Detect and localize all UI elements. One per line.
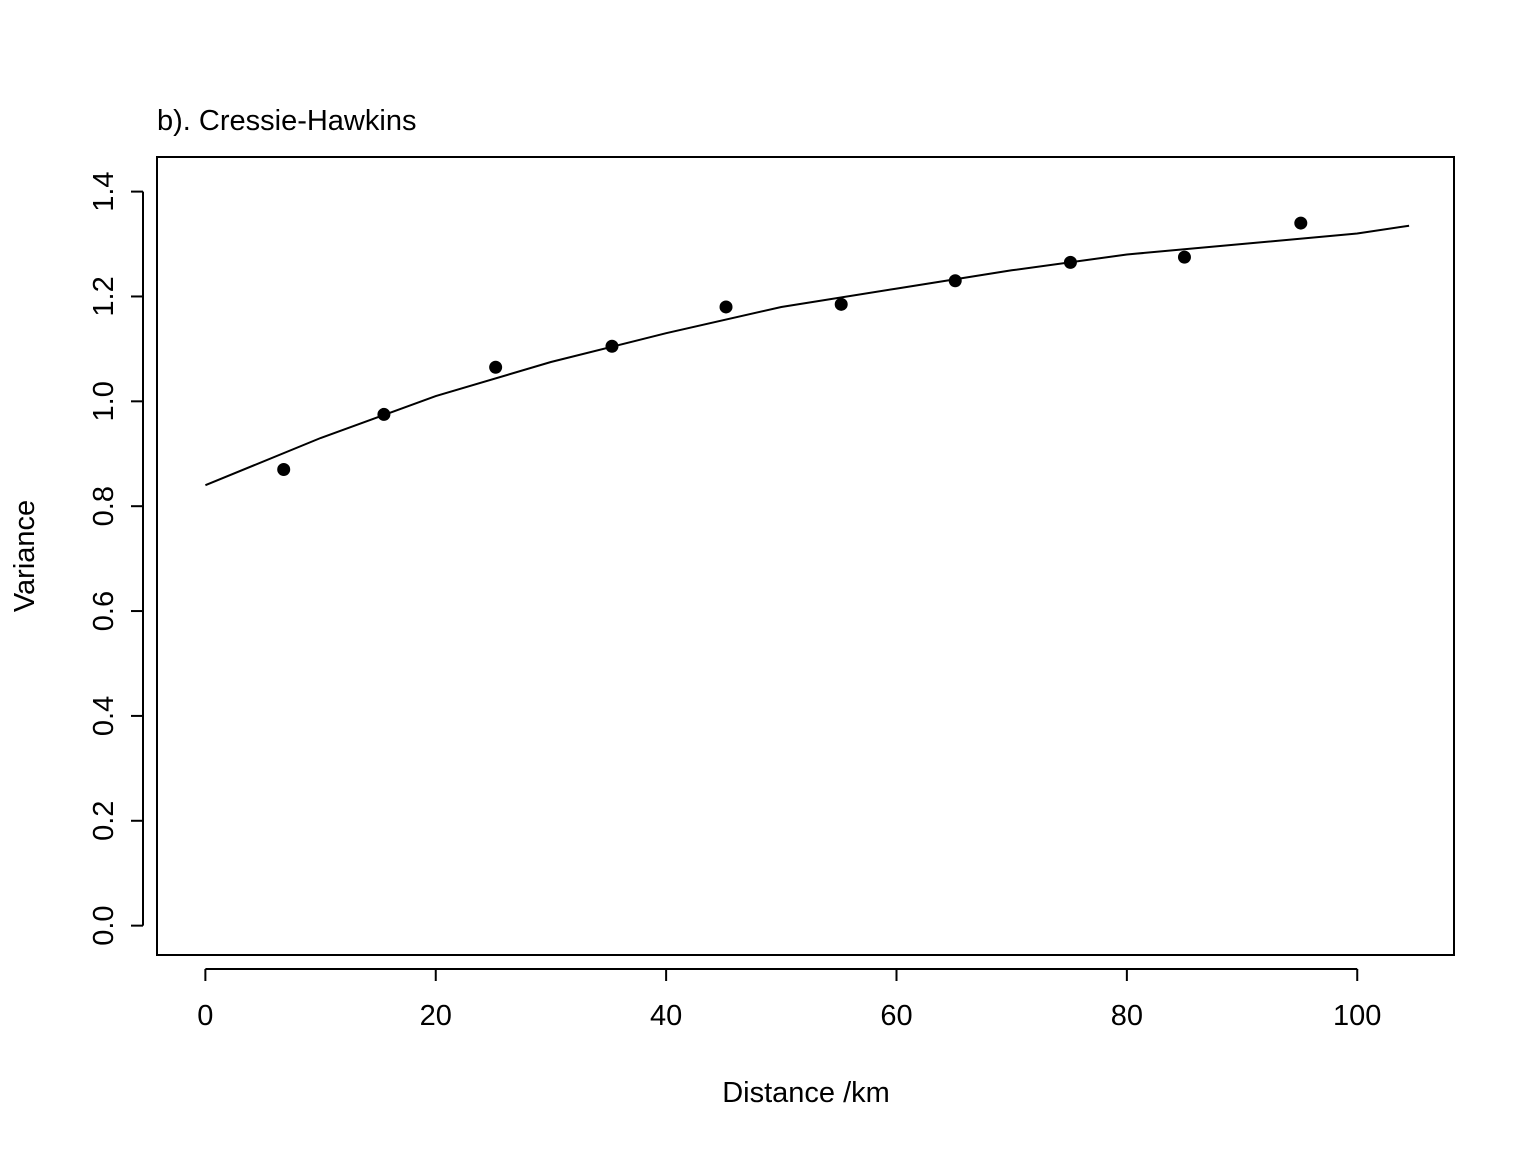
x-axis: 0 20 40 60 80 100 [197, 968, 1381, 1032]
y-tick-label: 1.4 [88, 171, 120, 211]
y-tick-label: 0.4 [88, 696, 120, 736]
x-axis-label: Distance /km [722, 1077, 890, 1109]
x-tick-label: 100 [1333, 1000, 1381, 1032]
x-tick-label: 40 [650, 1000, 682, 1032]
y-tick-label: 1.2 [88, 276, 120, 316]
x-tick-label: 80 [1111, 1000, 1143, 1032]
y-axis: 0.0 0.2 0.4 0.6 0.8 1.0 1.2 1.4 [88, 171, 144, 946]
x-tick-label: 60 [880, 1000, 912, 1032]
y-axis-label: Variance [9, 500, 41, 612]
data-point [834, 297, 848, 311]
plot-area [205, 216, 1410, 487]
data-point [1177, 250, 1191, 264]
fitted-curve [205, 224, 1410, 487]
chart-title: b). Cressie-Hawkins [157, 105, 416, 137]
data-point [277, 462, 291, 476]
data-point [719, 300, 733, 314]
x-tick-label: 0 [197, 1000, 213, 1032]
x-tick-label: 20 [420, 1000, 452, 1032]
y-tick-label: 1.0 [88, 381, 120, 421]
plot-frame [156, 156, 1455, 956]
data-point [489, 360, 503, 374]
y-tick-label: 0.2 [88, 801, 120, 841]
y-tick-label: 0.6 [88, 591, 120, 631]
y-tick-label: 0.0 [88, 905, 120, 945]
data-point [1294, 216, 1308, 230]
y-tick-label: 0.8 [88, 486, 120, 526]
